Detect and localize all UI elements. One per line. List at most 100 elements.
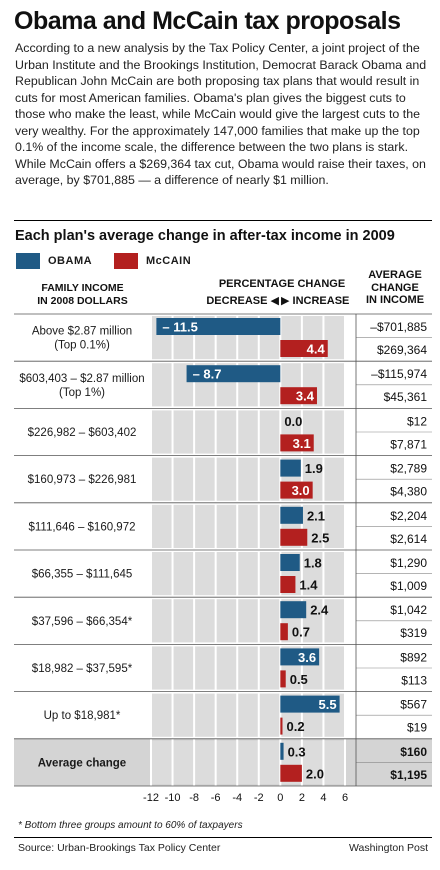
category-label: (Top 0.1%) — [54, 340, 110, 352]
x-tick-label: 4 — [320, 792, 326, 804]
dollar-change-mccain: $2,614 — [390, 532, 427, 546]
category-label: $66,355 – $111,645 — [32, 569, 133, 581]
source-text: Source: Urban-Brookings Tax Policy Cente… — [18, 842, 221, 854]
data-label-mccain: 0.2 — [286, 719, 304, 734]
divider — [14, 220, 432, 221]
divider — [14, 837, 432, 838]
credit-text: Washington Post — [349, 842, 428, 854]
legend-swatch-mccain — [114, 253, 138, 269]
bar-obama — [280, 648, 320, 666]
dollar-change-mccain: $1,009 — [390, 579, 427, 593]
bar-obama — [280, 506, 303, 524]
category-label: Average change — [38, 757, 126, 769]
bar-obama — [186, 365, 281, 383]
dollar-change-obama: $12 — [407, 414, 427, 428]
dollar-change-mccain: $269,364 — [377, 343, 427, 357]
x-tick-label: -4 — [232, 792, 242, 804]
bar-mccain — [280, 434, 314, 452]
dollar-change-mccain: $45,361 — [384, 390, 428, 404]
bar-obama — [280, 554, 300, 571]
legend-label-mccain: McCAIN — [146, 255, 192, 267]
dollar-change-mccain: $113 — [401, 673, 427, 687]
plot-band — [151, 552, 345, 596]
data-label-obama: 1.8 — [304, 556, 322, 571]
bar-mccain — [280, 623, 288, 641]
category-label: Up to $18,981* — [44, 710, 121, 722]
dollar-change-obama: $1,042 — [390, 603, 427, 617]
plot-band — [151, 740, 345, 784]
plot-band — [151, 599, 345, 643]
bar-obama — [280, 742, 284, 760]
bar-mccain — [280, 717, 283, 735]
category-label: $603,403 – $2.87 million — [19, 373, 144, 385]
category-label: $37,596 – $66,354* — [32, 616, 133, 628]
x-tick-label: -12 — [143, 792, 159, 804]
data-label-obama: 5.5 — [319, 697, 337, 712]
data-label-obama: – 8.7 — [193, 367, 222, 382]
dollar-change-mccain: $7,871 — [390, 437, 427, 451]
dollar-change-mccain: $1,195 — [390, 768, 427, 782]
bar-mccain — [280, 528, 308, 546]
x-tick-label: -6 — [211, 792, 221, 804]
x-tick-label: 6 — [342, 792, 348, 804]
category-label: $226,982 – $603,402 — [28, 427, 137, 439]
header-decrease: DECREASE ◀ — [205, 295, 279, 308]
footnote: * Bottom three groups amount to 60% of t… — [18, 820, 243, 831]
dollar-change-obama: $160 — [400, 745, 427, 759]
data-label-obama: 0.0 — [284, 414, 302, 429]
x-tick-label: 2 — [299, 792, 305, 804]
data-label-mccain: 2.5 — [311, 530, 329, 545]
data-label-obama: 3.6 — [298, 650, 316, 665]
dollar-change-obama: –$115,974 — [371, 367, 427, 381]
header-increase-label: INCREASE — [292, 295, 350, 307]
bar-mccain — [280, 340, 328, 357]
bar-obama — [156, 318, 281, 335]
dollar-change-obama: $1,290 — [390, 556, 427, 570]
dollar-change-mccain: $4,380 — [390, 485, 427, 499]
data-label-mccain: 3.4 — [296, 389, 315, 404]
header-percentage-change: PERCENTAGE CHANGE — [218, 278, 346, 290]
dollar-change-obama: $567 — [400, 698, 427, 712]
data-label-mccain: 0.5 — [290, 672, 308, 687]
data-label-obama: 2.1 — [307, 508, 325, 523]
dollar-change-mccain: $19 — [407, 721, 427, 735]
category-label: Above $2.87 million — [32, 326, 132, 338]
header-decrease-label: DECREASE — [206, 295, 268, 307]
legend-label-obama: OBAMA — [48, 255, 93, 267]
data-label-mccain: 3.0 — [292, 483, 310, 498]
bar-mccain — [280, 387, 317, 405]
dollar-change-obama: $892 — [400, 650, 427, 664]
chart-title: Each plan's average change in after-tax … — [15, 228, 395, 244]
dollar-change-obama: –$701,885 — [370, 320, 427, 334]
x-tick-label: -10 — [165, 792, 181, 804]
bar-mccain — [280, 764, 302, 782]
category-label: $18,982 – $37,595* — [32, 663, 133, 675]
arrow-left-icon: ◀ — [270, 295, 279, 307]
bar-obama — [280, 459, 301, 477]
data-label-obama: 0.3 — [288, 744, 306, 759]
data-label-obama: 1.9 — [305, 461, 323, 476]
data-label-mccain: 1.4 — [299, 578, 318, 593]
header-family-income: FAMILY INCOME IN 2008 DOLLARS — [37, 282, 128, 307]
legend-mccain: McCAIN — [114, 252, 191, 270]
bar-mccain — [280, 481, 313, 499]
category-label: $160,973 – $226,981 — [28, 474, 137, 486]
legend-swatch-obama — [16, 253, 40, 269]
data-label-mccain: 3.1 — [293, 436, 311, 451]
arrow-right-icon: ▶ — [281, 295, 290, 307]
data-label-obama: – 11.5 — [162, 320, 197, 335]
data-label-mccain: 0.7 — [292, 625, 310, 640]
header-average-change: AVERAGE CHANGE IN INCOME — [365, 269, 425, 306]
x-tick-label: 0 — [277, 792, 283, 804]
category-label: (Top 1%) — [59, 387, 105, 399]
legend-obama: OBAMA — [16, 252, 92, 270]
dollar-change-obama: $2,789 — [390, 462, 427, 476]
data-label-mccain: 2.0 — [306, 766, 324, 781]
bar-mccain — [280, 576, 296, 593]
bar-obama — [280, 695, 340, 713]
x-tick-label: -2 — [254, 792, 264, 804]
data-label-obama: 2.4 — [310, 603, 329, 618]
page-title: Obama and McCain tax proposals — [14, 7, 401, 35]
bar-obama — [280, 601, 307, 619]
